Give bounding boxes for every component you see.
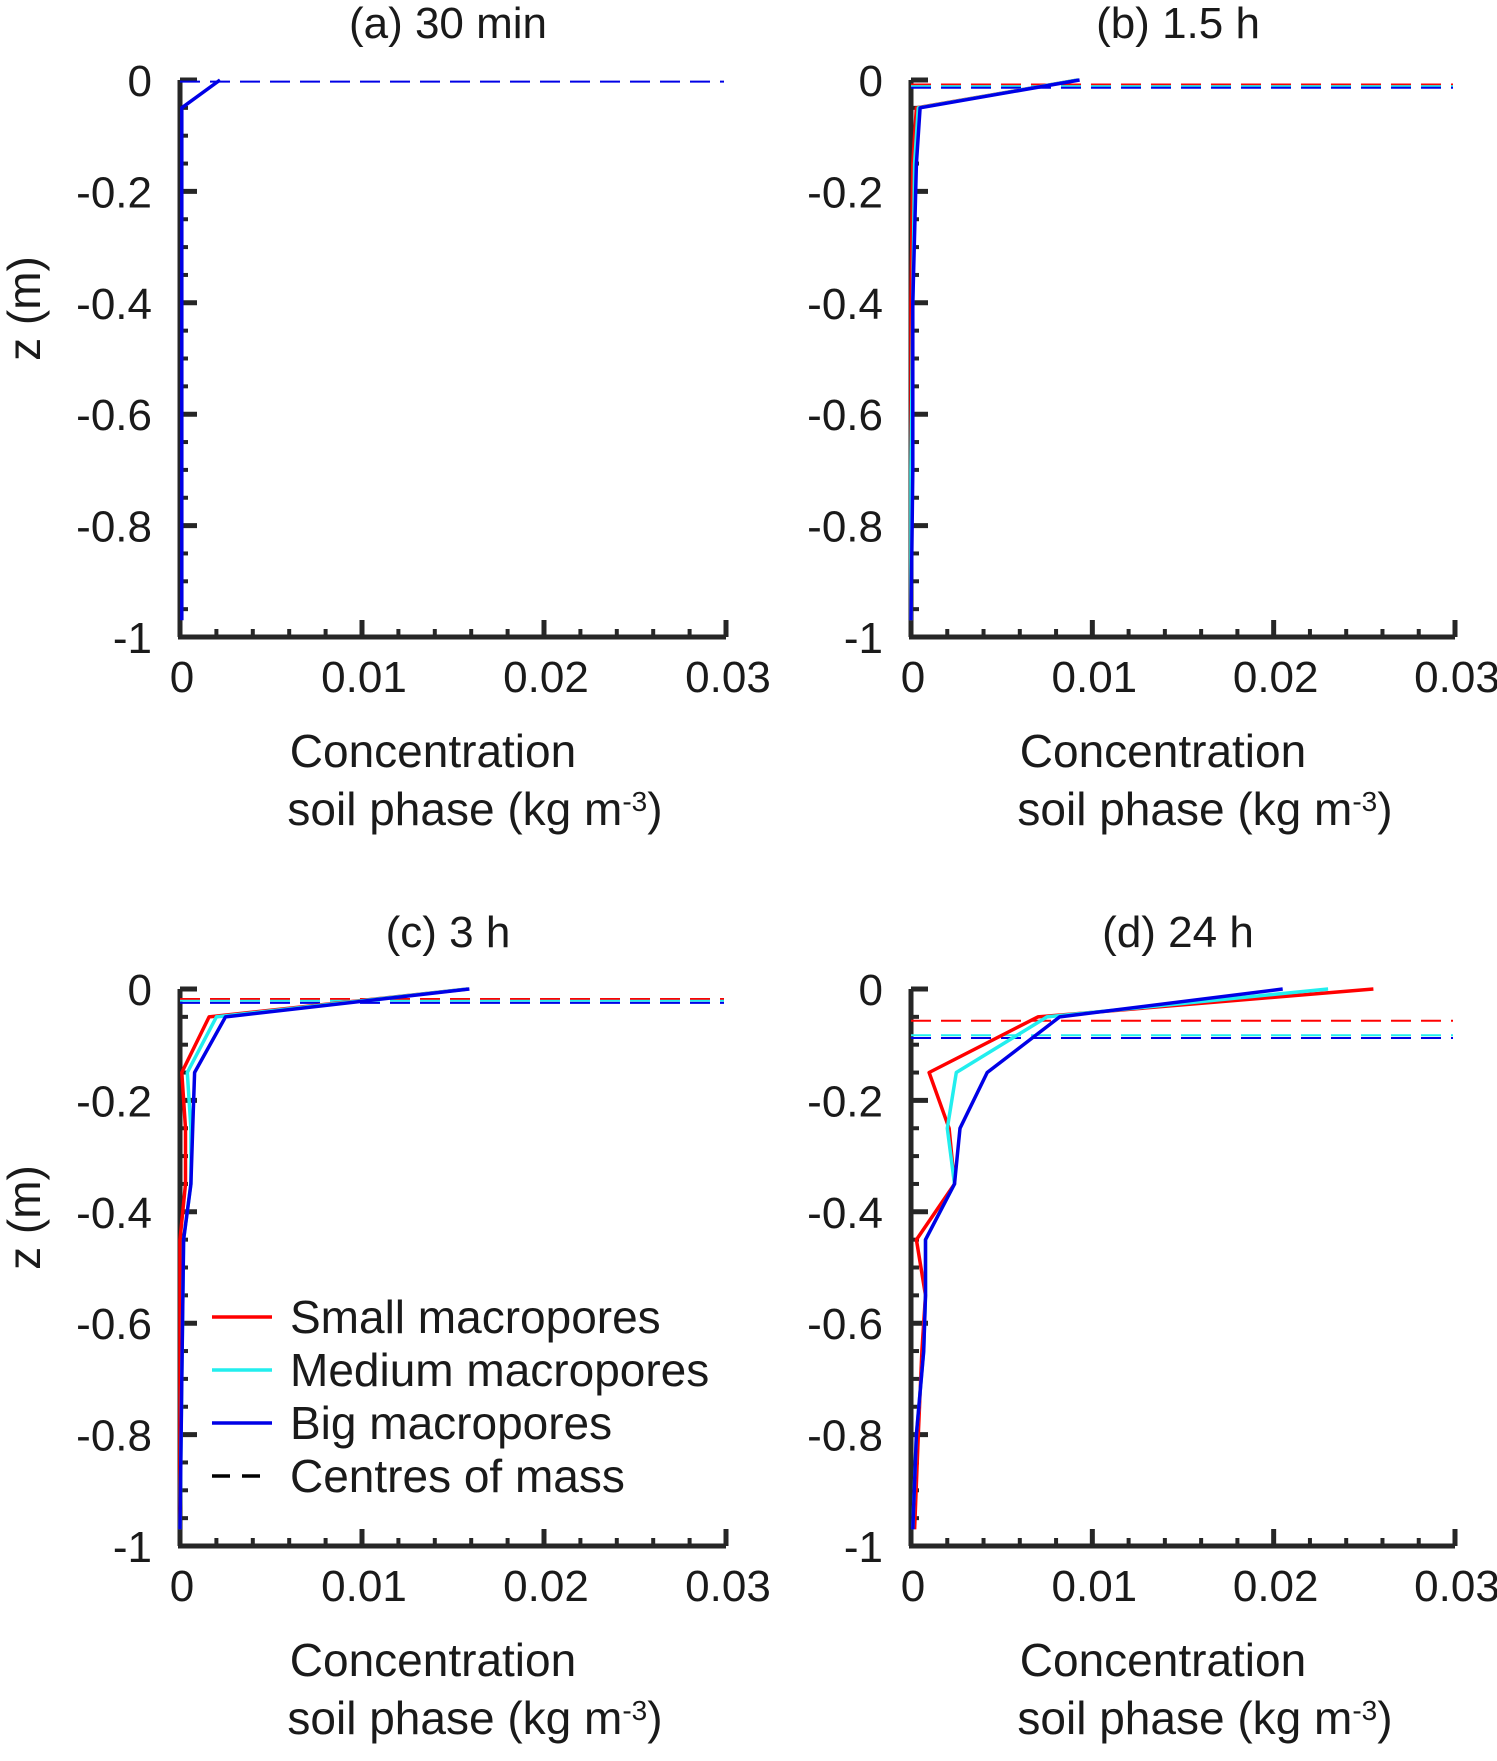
- x-axis-units-close: ): [1377, 1692, 1392, 1744]
- series-line-big-macropores: [180, 78, 222, 621]
- x-axis-units-text: soil phase (kg m: [1017, 1692, 1352, 1744]
- x-tick-label: 0.03: [1414, 1562, 1497, 1611]
- y-tick-label: -0.8: [76, 503, 152, 552]
- y-tick-label: 0: [859, 966, 883, 1015]
- x-axis-label-units: soil phase (kg m-3): [1017, 783, 1392, 835]
- x-axis-units-text: soil phase (kg m: [287, 783, 622, 835]
- y-tick-label: 0: [859, 57, 883, 106]
- x-axis-label: Concentration: [290, 725, 576, 777]
- y-tick-label: -0.4: [76, 280, 152, 329]
- y-tick-label: -0.2: [807, 1077, 883, 1126]
- x-axis-label-units: soil phase (kg m-3): [287, 1692, 662, 1744]
- x-tick-label: 0.02: [503, 1562, 589, 1611]
- legend-label: Centres of mass: [290, 1450, 625, 1502]
- x-axis-label: Concentration: [1020, 1634, 1306, 1686]
- x-tick-label: 0.02: [1233, 1562, 1319, 1611]
- y-tick-label: -0.6: [807, 391, 883, 440]
- y-tick-label: -1: [844, 614, 883, 663]
- y-tick-label: 0: [128, 57, 152, 106]
- series-line-big-macropores: [178, 987, 470, 1530]
- x-axis-units-close: ): [647, 783, 662, 835]
- y-tick-label: -1: [113, 1523, 152, 1572]
- series-line-medium-macropores: [911, 987, 1329, 1530]
- x-axis-label-units: soil phase (kg m-3): [287, 783, 662, 835]
- x-axis-units-superscript: -3: [622, 1695, 647, 1726]
- series-line-big-macropores: [911, 987, 1283, 1530]
- panel-2: (b) 1.5 h 0 -0.2 -0.4 -0.6 -0.8 -1 0 0.01 0.02 0.0…: [807, 0, 1497, 835]
- x-tick-label: 0.03: [1414, 653, 1497, 702]
- x-tick-label: 0: [170, 653, 194, 702]
- x-axis-label: Concentration: [290, 1634, 576, 1686]
- x-axis-units-superscript: -3: [1352, 1695, 1377, 1726]
- y-tick-label: -0.6: [76, 391, 152, 440]
- y-tick-label: 0: [128, 966, 152, 1015]
- y-tick-label: -0.4: [76, 1189, 152, 1238]
- x-tick-label: 0.03: [685, 1562, 771, 1611]
- x-tick-label: 0.01: [1052, 653, 1138, 702]
- x-axis-units-superscript: -3: [1352, 786, 1377, 817]
- x-axis-units-superscript: -3: [622, 786, 647, 817]
- panel-4: (d) 24 h 0 -0.2 -0.4 -0.6 -0.8 -1 0 0.01 0.02 0.03…: [807, 908, 1497, 1744]
- series-line-small-macropores: [912, 987, 1374, 1530]
- x-tick-label: 0: [170, 1562, 194, 1611]
- y-tick-label: -0.6: [807, 1300, 883, 1349]
- x-tick-label: 0.02: [503, 653, 589, 702]
- y-tick-label: -1: [113, 614, 152, 663]
- x-axis-units-close: ): [1377, 783, 1392, 835]
- x-axis-units-text: soil phase (kg m: [1017, 783, 1352, 835]
- legend-label: Big macropores: [290, 1397, 612, 1449]
- y-tick-label: -0.8: [807, 1412, 883, 1461]
- y-tick-label: -0.2: [76, 168, 152, 217]
- panel-1: (a) 30 min 0 -0.2 -0.4 -0.6 -0.8 -1 0 0.01 0.02 0.…: [0, 0, 771, 835]
- y-tick-label: -0.8: [76, 1412, 152, 1461]
- panel-3: (c) 3 h 0 -0.2 -0.4 -0.6 -0.8 -1 0 0.01 0.02 0.03 C…: [0, 908, 771, 1744]
- y-tick-label: -0.4: [807, 280, 883, 329]
- x-tick-label: 0.01: [321, 1562, 407, 1611]
- x-tick-label: 0: [901, 653, 925, 702]
- series-line-medium-macropores: [909, 78, 1079, 621]
- y-axis-label: z (m): [0, 1165, 50, 1270]
- x-tick-label: 0.01: [1052, 1562, 1138, 1611]
- panel-title: (b) 1.5 h: [1096, 0, 1260, 48]
- y-axis-label: z (m): [0, 256, 50, 361]
- series-line-small-macropores: [178, 987, 468, 1530]
- x-tick-label: 0: [901, 1562, 925, 1611]
- panel-title: (d) 24 h: [1102, 908, 1254, 957]
- x-tick-label: 0.02: [1233, 653, 1319, 702]
- x-tick-label: 0.03: [685, 653, 771, 702]
- y-tick-label: -0.4: [807, 1189, 883, 1238]
- x-tick-label: 0.01: [321, 653, 407, 702]
- panel-title: (c) 3 h: [386, 908, 511, 957]
- y-tick-label: -0.6: [76, 1300, 152, 1349]
- x-axis-units-text: soil phase (kg m: [287, 1692, 622, 1744]
- y-tick-label: -0.2: [76, 1077, 152, 1126]
- y-tick-label: -1: [844, 1523, 883, 1572]
- series-line-small-macropores: [909, 78, 1079, 621]
- legend-label: Small macropores: [290, 1291, 661, 1343]
- x-axis-units-close: ): [647, 1692, 662, 1744]
- x-axis-label: Concentration: [1020, 725, 1306, 777]
- y-tick-label: -0.2: [807, 168, 883, 217]
- panel-title: (a) 30 min: [349, 0, 547, 48]
- x-axis-label-units: soil phase (kg m-3): [1017, 1692, 1392, 1744]
- series-line-big-macropores: [909, 78, 1080, 621]
- legend-label: Medium macropores: [290, 1344, 709, 1396]
- y-tick-label: -0.8: [807, 503, 883, 552]
